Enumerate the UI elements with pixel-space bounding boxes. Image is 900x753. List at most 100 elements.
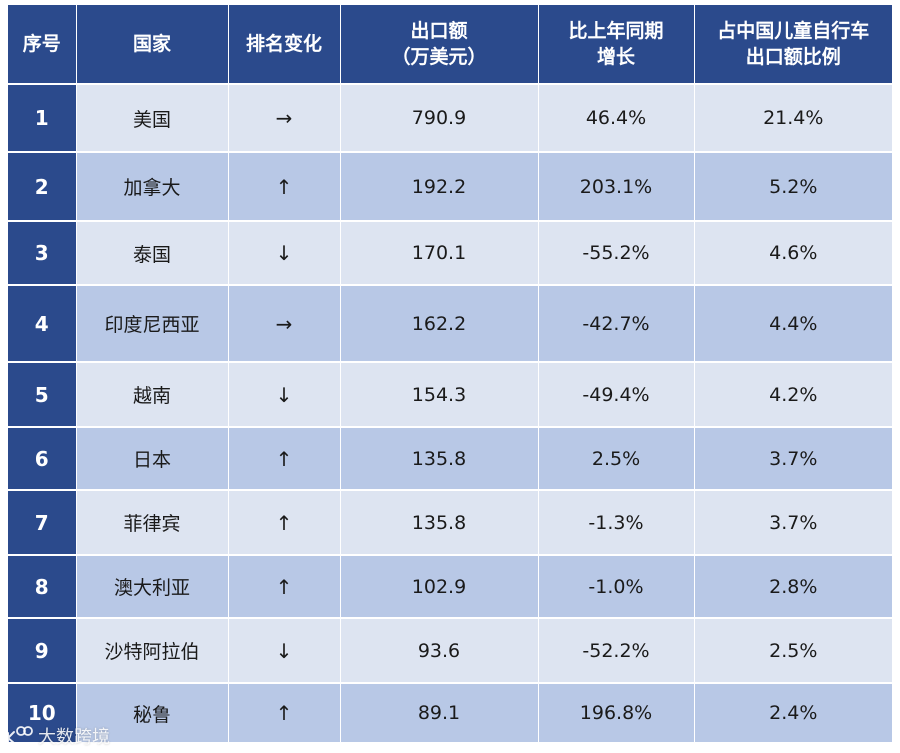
arrow-up-icon: ↑ — [275, 174, 293, 199]
cell-export-value: 154.3 — [340, 362, 539, 428]
cell-export-value-text: 790.9 — [411, 107, 467, 129]
cell-rank-text: 6 — [34, 446, 49, 471]
header-country: 国家 — [76, 5, 229, 85]
cell-export-value-text: 89.1 — [417, 702, 461, 724]
cell-yoy-growth: -42.7% — [538, 285, 695, 363]
cell-yoy-growth-text: -1.3% — [588, 511, 644, 534]
cell-export-share: 2.8% — [694, 555, 892, 619]
cell-yoy-growth-text: -52.2% — [582, 639, 650, 662]
cell-export-share: 2.5% — [694, 618, 892, 684]
cell-rank-change: ↓ — [228, 362, 341, 428]
table-row: 8 澳大利亚 ↑ 102.9 -1.0% 2.8% — [8, 555, 892, 619]
arrow-up-icon: ↑ — [275, 701, 293, 725]
arrow-down-icon: ↓ — [275, 638, 293, 663]
cell-export-share: 3.7% — [694, 490, 892, 556]
cell-yoy-growth-text: 196.8% — [579, 702, 653, 724]
header-export-share: 占中国儿童自行车 出口额比例 — [694, 5, 892, 85]
cell-export-value: 790.9 — [340, 84, 539, 153]
cell-country-text: 沙特阿拉伯 — [104, 641, 200, 663]
cell-rank-change: ↑ — [228, 683, 341, 744]
cell-export-value: 170.1 — [340, 221, 539, 286]
cell-yoy-growth-text: -42.7% — [582, 312, 650, 335]
cell-rank-text: 9 — [34, 638, 49, 663]
arrow-down-icon: ↓ — [275, 382, 293, 407]
cell-export-value-text: 170.1 — [411, 242, 467, 264]
cell-rank: 8 — [8, 555, 77, 619]
cell-export-value: 192.2 — [340, 152, 539, 222]
cell-export-share-text: 4.6% — [769, 242, 818, 264]
cell-yoy-growth: 196.8% — [538, 683, 695, 744]
cell-export-share-text: 4.2% — [769, 383, 818, 406]
cell-country-text: 澳大利亚 — [113, 577, 190, 599]
cell-rank-text: 10 — [27, 701, 56, 725]
cell-yoy-growth: 46.4% — [538, 84, 695, 153]
cell-export-value-text: 154.3 — [411, 383, 467, 406]
cell-yoy-growth-text: 46.4% — [585, 107, 647, 129]
cell-rank: 3 — [8, 221, 77, 286]
cell-country-text: 日本 — [132, 449, 171, 471]
cell-export-value-text: 135.8 — [411, 447, 467, 470]
cell-export-value: 89.1 — [340, 683, 539, 744]
cell-export-share-text: 3.7% — [769, 511, 818, 534]
table-row: 6 日本 ↑ 135.8 2.5% 3.7% — [8, 427, 892, 491]
table-row: 7 菲律宾 ↑ 135.8 -1.3% 3.7% — [8, 490, 892, 556]
data-table-container: 序号 国家 排名变化 出口额 （万美元） 比上年同期 增长 占中国儿童自行车 出口额比… — [8, 5, 892, 744]
cell-rank-text: 2 — [34, 174, 49, 199]
cell-export-share: 4.6% — [694, 221, 892, 286]
cell-export-share-text: 4.4% — [769, 312, 818, 335]
cell-export-share: 4.4% — [694, 285, 892, 363]
cell-country: 印度尼西亚 — [76, 285, 229, 363]
cell-export-value-text: 162.2 — [411, 312, 467, 335]
cell-yoy-growth-text: 2.5% — [591, 447, 641, 470]
cell-rank-text: 3 — [34, 241, 49, 265]
cell-rank: 7 — [8, 490, 77, 556]
header-export-value: 出口额 （万美元） — [340, 5, 539, 85]
cell-country: 越南 — [76, 362, 229, 428]
cell-export-share: 21.4% — [694, 84, 892, 153]
cell-yoy-growth-text: 203.1% — [579, 175, 653, 198]
arrow-down-icon: ↓ — [275, 241, 293, 265]
cell-country: 秘鲁 — [76, 683, 229, 744]
arrow-right-icon: → — [275, 311, 293, 336]
cell-yoy-growth-text: -1.0% — [588, 575, 644, 598]
cell-export-share-text: 2.4% — [769, 702, 818, 724]
table-row: 10 秘鲁 ↑ 89.1 196.8% 2.4% — [8, 683, 892, 744]
cell-rank-change: ↑ — [228, 427, 341, 491]
cell-export-value-text: 102.9 — [411, 575, 467, 598]
cell-rank: 1 — [8, 84, 77, 153]
cell-export-value-text: 93.6 — [417, 639, 461, 662]
cell-yoy-growth-text: -49.4% — [582, 383, 650, 406]
cell-export-share: 4.2% — [694, 362, 892, 428]
cell-rank: 6 — [8, 427, 77, 491]
cell-rank: 9 — [8, 618, 77, 684]
cell-country: 日本 — [76, 427, 229, 491]
cell-export-value: 135.8 — [340, 427, 539, 491]
table-row: 2 加拿大 ↑ 192.2 203.1% 5.2% — [8, 152, 892, 222]
cell-yoy-growth: -52.2% — [538, 618, 695, 684]
table-row: 9 沙特阿拉伯 ↓ 93.6 -52.2% 2.5% — [8, 618, 892, 684]
header-yoy-growth: 比上年同期 增长 — [538, 5, 695, 85]
cell-export-share-text: 2.8% — [769, 575, 818, 598]
cell-export-share: 3.7% — [694, 427, 892, 491]
cell-rank-text: 5 — [34, 382, 49, 407]
cell-country-text: 加拿大 — [123, 177, 181, 199]
table-row: 3 泰国 ↓ 170.1 -55.2% 4.6% — [8, 221, 892, 286]
cell-rank-change: ↓ — [228, 221, 341, 286]
table-header-row: 序号 国家 排名变化 出口额 （万美元） 比上年同期 增长 占中国儿童自行车 出口额比… — [8, 5, 892, 85]
cell-yoy-growth: 2.5% — [538, 427, 695, 491]
cell-yoy-growth: -49.4% — [538, 362, 695, 428]
cell-export-value: 93.6 — [340, 618, 539, 684]
cell-yoy-growth: -55.2% — [538, 221, 695, 286]
cell-yoy-growth: -1.0% — [538, 555, 695, 619]
cell-yoy-growth-text: -55.2% — [582, 242, 650, 264]
cell-rank-text: 4 — [34, 311, 49, 336]
cell-rank: 2 — [8, 152, 77, 222]
cell-country-text: 秘鲁 — [132, 703, 171, 726]
table-row: 1 美国 → 790.9 46.4% 21.4% — [8, 84, 892, 153]
cell-export-value: 102.9 — [340, 555, 539, 619]
cell-export-share: 2.4% — [694, 683, 892, 744]
cell-rank-change: ↑ — [228, 490, 341, 556]
cell-country-text: 印度尼西亚 — [104, 314, 200, 336]
cell-rank: 4 — [8, 285, 77, 363]
cell-country: 加拿大 — [76, 152, 229, 222]
